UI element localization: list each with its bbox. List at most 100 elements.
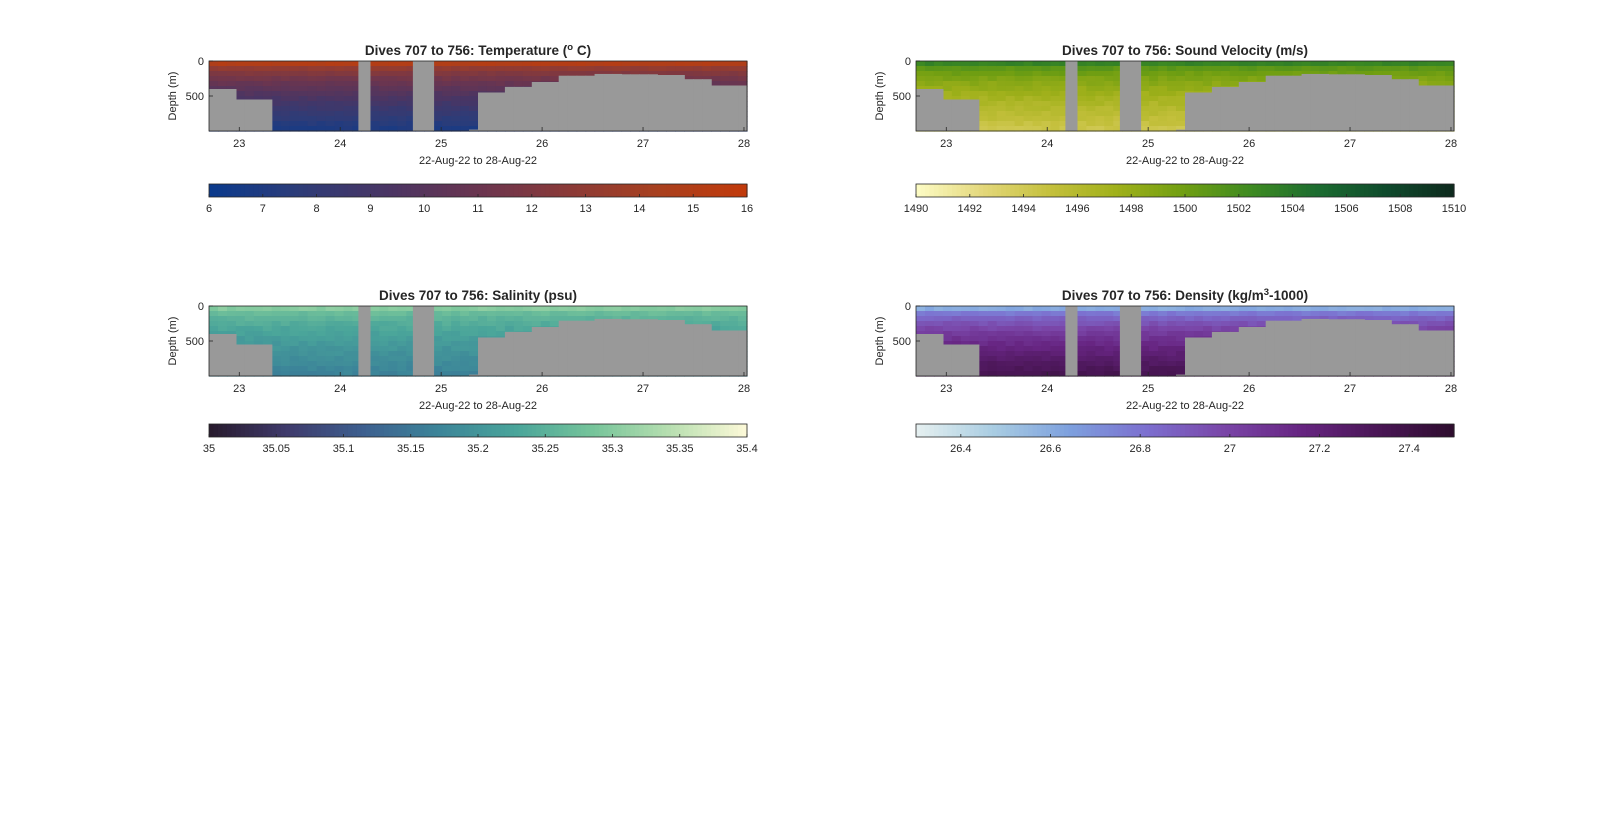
- heatmap-cell: [1095, 71, 1105, 77]
- heatmap-cell: [307, 81, 318, 87]
- heatmap-cell: [280, 66, 291, 72]
- seafloor-mask: [639, 319, 649, 376]
- heatmap-cell: [942, 316, 953, 322]
- heatmap-cell: [1041, 351, 1052, 357]
- heatmap-cell: [693, 71, 703, 77]
- colorbar-segment: [1306, 424, 1312, 437]
- heatmap-cell: [433, 351, 443, 357]
- heatmap-cell: [969, 61, 980, 67]
- heatmap-cell: [235, 96, 246, 102]
- heatmap-cell: [996, 101, 1007, 107]
- heatmap-cell: [226, 316, 237, 322]
- heatmap-cell: [379, 111, 389, 117]
- colorbar-segment: [455, 424, 461, 437]
- heatmap-cell: [1427, 326, 1437, 332]
- heatmap-cell: [702, 71, 712, 77]
- heatmap-cell: [924, 81, 935, 87]
- colorbar-segment: [1261, 184, 1267, 197]
- heatmap-cell: [325, 371, 336, 377]
- seafloor-mask: [621, 319, 632, 376]
- seafloor-mask: [738, 330, 748, 376]
- heatmap-cell: [1167, 371, 1177, 377]
- heatmap-cell: [1077, 61, 1087, 67]
- heatmap-cell: [1292, 311, 1303, 317]
- heatmap-cell: [316, 346, 327, 352]
- colorbar-segment: [339, 424, 345, 437]
- heatmap-cell: [987, 66, 998, 72]
- colorbar-segment: [401, 184, 407, 197]
- heatmap-cell: [280, 96, 291, 102]
- heatmap-cell: [1238, 316, 1249, 322]
- heatmap-cell: [969, 336, 980, 342]
- seafloor-mask: [916, 334, 926, 376]
- heatmap-cell: [1140, 351, 1150, 357]
- colorbar-segment: [1391, 184, 1397, 197]
- heatmap-cell: [307, 121, 318, 127]
- heatmap-cell: [1113, 346, 1123, 352]
- heatmap-cell: [316, 316, 327, 322]
- heatmap-cell: [1418, 76, 1428, 82]
- heatmap-cell: [379, 361, 389, 367]
- seafloor-mask: [478, 337, 488, 376]
- heatmap-cell: [1086, 371, 1096, 377]
- no-data-mask: [209, 61, 748, 131]
- seafloor-mask: [1409, 79, 1419, 131]
- colorbar-segment: [518, 184, 524, 197]
- heatmap-cell: [1032, 346, 1043, 352]
- heatmap-cell: [978, 306, 989, 312]
- heatmap-cell: [1158, 61, 1168, 67]
- heatmap-cell: [298, 341, 309, 347]
- heatmap-cell: [289, 111, 300, 117]
- heatmap-cell: [433, 116, 443, 122]
- heatmap-cell: [960, 341, 971, 347]
- heatmap-cell: [1077, 76, 1087, 82]
- heatmap-cell: [486, 326, 497, 332]
- seafloor-mask: [262, 99, 273, 131]
- heatmap-cell: [1023, 106, 1034, 112]
- heatmap-cell: [666, 66, 676, 72]
- heatmap-cell: [397, 96, 407, 102]
- heatmap-cell: [1095, 326, 1105, 332]
- heatmap-cell: [504, 306, 515, 312]
- colorbar-segment: [1099, 424, 1105, 437]
- heatmap-cell: [1185, 321, 1195, 327]
- colorbar-segment: [1297, 424, 1303, 437]
- heatmap-cell: [388, 106, 398, 112]
- heatmap-cell: [1193, 81, 1204, 87]
- colorbar-tick-label: 6: [206, 203, 212, 215]
- heatmap-cell: [1140, 326, 1150, 332]
- heatmap-cell: [486, 316, 497, 322]
- heatmap-cell: [996, 306, 1007, 312]
- heatmap-cell: [567, 66, 578, 72]
- chart-title: Dives 707 to 756: Temperature (o C): [365, 42, 591, 58]
- heatmap-cell: [298, 86, 309, 92]
- heatmap-cell: [531, 306, 542, 312]
- heatmap-cell: [1149, 336, 1159, 342]
- colorbar-segment: [670, 424, 676, 437]
- heatmap-cell: [1041, 336, 1052, 342]
- heatmap-cell: [209, 316, 219, 322]
- heatmap-cell: [960, 71, 971, 77]
- heatmap-cell: [1086, 356, 1096, 362]
- heatmap-cell: [960, 91, 971, 97]
- colorbar-segment: [307, 424, 313, 437]
- colorbar-tick-label: 1494: [1011, 203, 1035, 215]
- heatmap-cell: [209, 81, 219, 87]
- heatmap-cell: [969, 86, 980, 92]
- heatmap-cell: [352, 126, 363, 132]
- heatmap-cell: [316, 361, 327, 367]
- colorbar-segment: [554, 424, 560, 437]
- heatmap-cell: [657, 306, 667, 312]
- heatmap-cell: [433, 341, 443, 347]
- heatmap-cell: [1229, 321, 1240, 327]
- colorbar-segment: [1113, 184, 1119, 197]
- heatmap-cell: [1319, 71, 1330, 77]
- heatmap-cell: [397, 106, 407, 112]
- heatmap-cell: [1113, 311, 1123, 317]
- colorbar-segment: [1440, 184, 1446, 197]
- heatmap-cell: [996, 331, 1007, 337]
- colorbar-segment: [1418, 184, 1424, 197]
- seafloor-mask: [1391, 324, 1401, 376]
- colorbar-segment: [1099, 184, 1105, 197]
- heatmap-cell: [1445, 81, 1455, 87]
